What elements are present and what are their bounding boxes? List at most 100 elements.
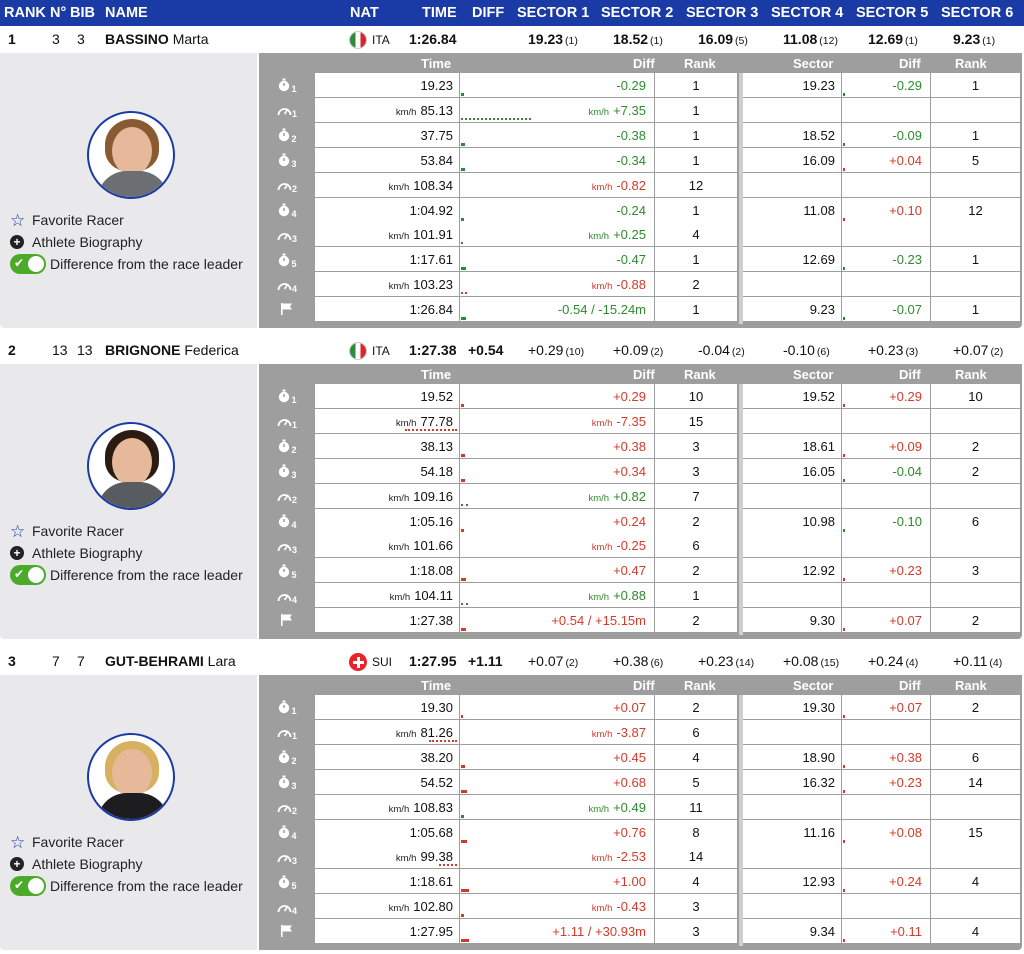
diff-cell: -0.54 / -15.24m — [460, 297, 654, 322]
split-diff: -0.38 — [616, 127, 646, 143]
sector-diff-cell: +0.23 — [842, 769, 930, 794]
favorite-racer-link[interactable]: ☆ Favorite Racer — [10, 831, 243, 853]
sector-rank-cell — [931, 533, 1020, 558]
photo-body — [97, 171, 169, 197]
time-cell: 19.30 — [315, 695, 459, 719]
header-rank: Rank — [684, 56, 716, 71]
sector-diff: +0.04 — [889, 152, 922, 168]
athlete-biography-link[interactable]: + Athlete Biography — [10, 542, 243, 564]
speed-icon: 3 — [259, 844, 315, 869]
sector-diff: +0.23 — [889, 774, 922, 790]
col-bib[interactable]: BIB — [70, 5, 95, 21]
header-time: Time — [421, 678, 452, 693]
split-rank: 3 — [692, 924, 700, 940]
athlete-name[interactable]: GUT-BEHRAMI Lara — [105, 653, 236, 669]
col-sector-1[interactable]: SECTOR 1 — [517, 5, 590, 21]
rank-cell: 3 — [655, 894, 737, 919]
time-cell: 1:18.08 — [315, 558, 459, 583]
sector-diff: -0.23 — [892, 252, 922, 268]
sector-time: 18.90 — [802, 749, 835, 765]
athlete-photo[interactable] — [87, 422, 175, 510]
col-sector-5[interactable]: SECTOR 5 — [856, 5, 929, 21]
col-nat[interactable]: NAT — [350, 5, 379, 21]
diff-cell: km/h +0.25 — [460, 222, 654, 247]
time-cell: 1:26.84 — [315, 297, 459, 322]
time-value: 54.18 — [420, 464, 453, 479]
athlete-row[interactable]: 2 13 13 BRIGNONE Federica ITA 1:27.38 +0.54 +0.… — [0, 337, 1024, 364]
split-rank: 1 — [692, 252, 700, 268]
diff-value: +0.38 — [613, 439, 646, 454]
favorite-racer-link[interactable]: ☆ Favorite Racer — [10, 209, 243, 231]
diff-cell: km/h +0.82 — [460, 483, 654, 508]
athlete-photo[interactable] — [87, 733, 175, 821]
col-sector-2[interactable]: SECTOR 2 — [601, 5, 674, 21]
difference-toggle[interactable]: Difference from the race leader — [10, 875, 243, 897]
col-rank[interactable]: RANK — [4, 5, 46, 21]
time-value: km/h 108.83 — [389, 800, 453, 815]
sector-cell: 9.23 — [743, 297, 841, 322]
photo-body — [97, 482, 169, 508]
sector-rank: 2 — [971, 463, 980, 479]
sector-value: -0.04 — [698, 342, 730, 358]
sector-diff-cell: +0.23 — [842, 558, 930, 583]
athlete-panel: ☆ Favorite Racer + Athlete Biography Differe… — [0, 53, 257, 328]
split-rank: 6 — [692, 724, 700, 740]
athlete-photo[interactable] — [87, 111, 175, 199]
delta-bar — [461, 578, 466, 582]
sector-value: 12.69 — [868, 31, 904, 47]
stopwatch-icon: 1 — [259, 384, 315, 409]
delta-bar — [461, 628, 466, 632]
athlete-name[interactable]: BRIGNONE Federica — [105, 342, 239, 358]
sector-5-result: 12.69 (1) — [868, 31, 918, 47]
sector-delta-bar — [843, 317, 845, 321]
split-rank: 1 — [692, 302, 700, 318]
speed-unit: km/h — [588, 803, 610, 815]
sector-delta-bar — [843, 93, 845, 96]
split-rank: 3 — [692, 463, 700, 479]
difference-toggle[interactable]: Difference from the race leader — [10, 253, 243, 275]
toggle-switch[interactable] — [10, 565, 46, 585]
diff-value: km/h +7.35 — [589, 103, 647, 118]
finish-icon — [259, 297, 315, 322]
delta-bar — [461, 478, 465, 482]
sector-cell: 19.23 — [743, 73, 841, 97]
col-time[interactable]: TIME — [422, 5, 457, 21]
toggle-switch[interactable] — [10, 254, 46, 274]
sector-4-result: 11.08 (12) — [783, 31, 838, 47]
col-sector-3[interactable]: SECTOR 3 — [686, 5, 759, 21]
finish-icon — [259, 919, 315, 944]
split-rank: 12 — [688, 177, 704, 193]
split-time: 108.34 — [413, 177, 453, 193]
stopwatch-icon: 2 — [259, 434, 315, 459]
sector-diff-cell: +0.11 — [842, 919, 930, 944]
speed-icon: 1 — [259, 720, 315, 745]
diff-cell: +0.76 — [460, 819, 654, 844]
split-time: 1:27.95 — [409, 924, 453, 940]
sector-rank: 1 — [971, 78, 980, 93]
diff-cell: +0.29 — [460, 384, 654, 408]
col-no[interactable]: N° — [50, 5, 67, 21]
athlete-row[interactable]: 1 3 3 BASSINO Marta ITA 1:26.84 19.23 (1) 18.52(… — [0, 26, 1024, 53]
athlete-biography-link[interactable]: + Athlete Biography — [10, 231, 243, 253]
athlete-biography-link[interactable]: + Athlete Biography — [10, 853, 243, 875]
col-sector-6[interactable]: SECTOR 6 — [941, 5, 1014, 21]
col-name[interactable]: NAME — [105, 5, 148, 21]
col-sector-4[interactable]: SECTOR 4 — [771, 5, 844, 21]
difference-toggle[interactable]: Difference from the race leader — [10, 564, 243, 586]
split-times-header: Time Diff Rank Sector Diff Rank — [259, 675, 1022, 695]
sector-diff: +0.10 — [889, 202, 922, 218]
delta-bar — [461, 167, 465, 171]
speed-icon: 1 — [259, 98, 315, 123]
col-diff[interactable]: DIFF — [472, 5, 505, 21]
athlete-name[interactable]: BASSINO Marta — [105, 31, 208, 47]
favorite-racer-link[interactable]: ☆ Favorite Racer — [10, 520, 243, 542]
athlete-row[interactable]: 3 7 7 GUT-BEHRAMI Lara SUI 1:27.95 +1.11 +0.07(… — [0, 648, 1024, 675]
sector-diff: -0.29 — [892, 78, 922, 93]
sector-cell: 9.30 — [743, 608, 841, 633]
split-diff: +0.76 — [613, 824, 646, 840]
toggle-switch[interactable] — [10, 876, 46, 896]
sector-rank: 14 — [968, 774, 983, 790]
split-rank: 15 — [688, 413, 704, 429]
rank-cell: 4 — [655, 222, 737, 247]
athlete-diff: +0.54 — [468, 342, 504, 358]
